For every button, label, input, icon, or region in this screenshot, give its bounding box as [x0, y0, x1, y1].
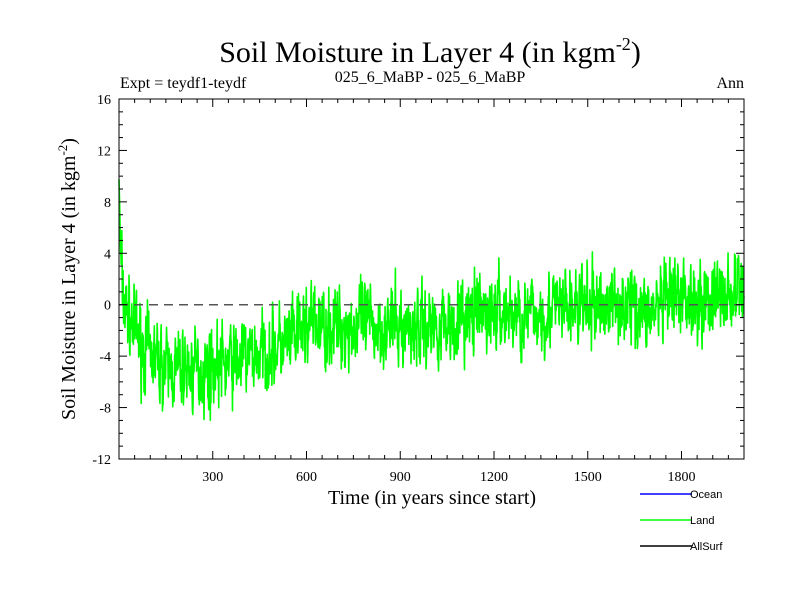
subtitle-left: Expt = teydf1-teydf — [120, 75, 247, 92]
legend-label-ocean: Ocean — [690, 489, 722, 501]
plot-frame — [118, 98, 745, 460]
legend-label-allsurf: AllSurf — [690, 541, 723, 553]
y-axis-label-superscript: -2 — [55, 145, 70, 156]
subtitle-center: 025_6_MaBP - 025_6_MaBP — [335, 69, 526, 86]
y-axis-label-close: ) — [58, 138, 80, 145]
series-land — [118, 179, 745, 422]
y-tick-label: 16 — [97, 93, 111, 108]
y-tick-label: 4 — [104, 247, 111, 262]
chart-title: Soil Moisture in Layer 4 (in kgm-2) — [219, 34, 641, 69]
subtitle-right: Ann — [716, 75, 744, 92]
series-land-line — [118, 179, 745, 422]
y-tick-label: -4 — [99, 350, 111, 365]
x-tick-label: 1200 — [480, 470, 508, 485]
legend: Ocean Land AllSurf — [640, 489, 723, 553]
y-tick-label: -12 — [92, 453, 111, 468]
y-axis-label: Soil Moisture in Layer 4 (in kgm-2) — [55, 138, 80, 420]
chart-title-close: ) — [631, 36, 641, 69]
x-tick-label: 1800 — [668, 470, 696, 485]
y-tick-label: 0 — [104, 299, 111, 314]
x-axis: 300 600 900 1200 1500 1800 — [134, 99, 729, 485]
y-tick-label: -8 — [99, 402, 111, 417]
x-axis-label: Time (in years since start) — [328, 487, 536, 509]
y-tick-label: 12 — [97, 144, 111, 159]
y-tick-label: 8 — [104, 196, 111, 211]
x-tick-label: 900 — [390, 470, 411, 485]
x-tick-label: 600 — [296, 470, 317, 485]
y-axis: -12 -8 -4 0 4 8 12 16 — [92, 93, 744, 468]
x-tick-label: 1500 — [574, 470, 602, 485]
x-tick-label: 300 — [202, 470, 223, 485]
chart-title-superscript: -2 — [616, 34, 631, 54]
legend-label-land: Land — [690, 515, 714, 527]
